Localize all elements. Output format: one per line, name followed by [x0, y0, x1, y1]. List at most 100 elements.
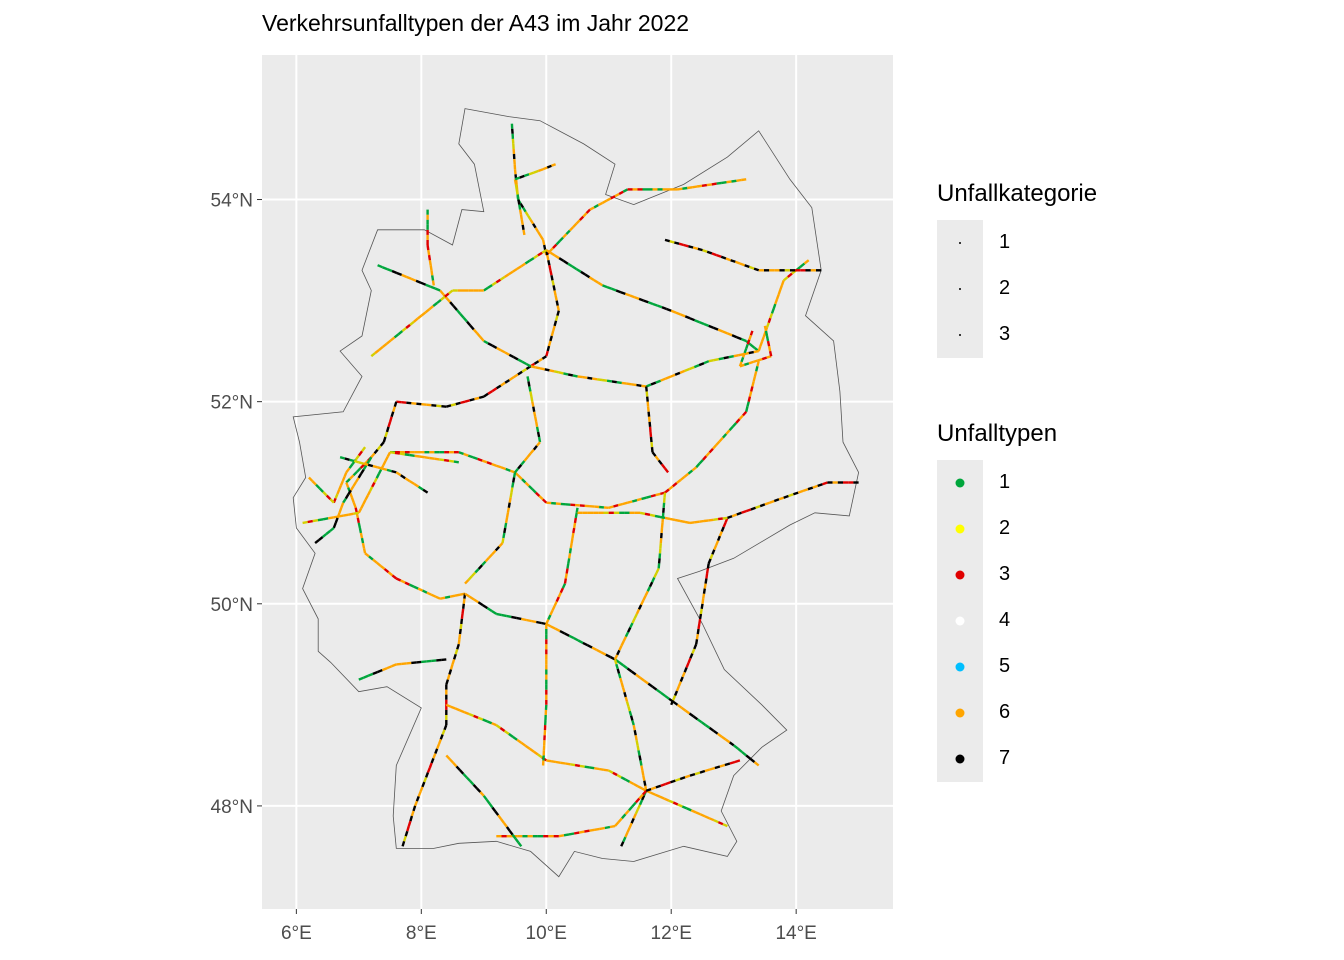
accident-segment	[343, 513, 349, 517]
accident-segment	[472, 456, 478, 461]
legend-item: 1	[937, 460, 1010, 506]
accident-segment	[339, 480, 344, 486]
accident-segment	[615, 289, 622, 294]
accident-segment	[620, 291, 626, 296]
accident-segment	[344, 493, 350, 500]
accident-segment	[645, 495, 652, 499]
accident-segment	[713, 819, 719, 824]
accident-segment	[683, 667, 688, 673]
accident-segment	[599, 826, 606, 831]
accident-segment	[649, 436, 653, 443]
accident-segment	[692, 715, 699, 721]
accident-segment	[736, 511, 742, 516]
accident-segment	[505, 826, 511, 832]
accident-segment	[358, 676, 364, 681]
accident-segment	[348, 463, 354, 469]
accident-segment	[430, 593, 437, 598]
accident-road	[738, 325, 773, 368]
accident-segment	[683, 243, 689, 248]
legend-item: 4	[937, 598, 1010, 644]
accident-segment	[693, 643, 698, 650]
accident-segment	[695, 639, 699, 645]
accident-segment	[700, 721, 707, 727]
accident-segment	[660, 463, 666, 470]
accident-segment	[474, 568, 480, 574]
accident-segment	[699, 769, 706, 774]
accident-segment	[526, 376, 530, 382]
accident-segment	[671, 695, 677, 701]
accident-segment	[636, 497, 642, 502]
accident-segment	[464, 399, 471, 403]
accident-segment	[728, 355, 734, 359]
accident-segment	[551, 280, 555, 286]
accident-segment	[499, 727, 506, 732]
accident-segment	[670, 309, 677, 314]
accident-segment	[349, 458, 355, 463]
accident-segment	[616, 773, 622, 779]
accident-segment	[473, 714, 479, 719]
accident-segment	[516, 738, 522, 744]
accident-segment	[651, 451, 657, 457]
accident-segment	[677, 187, 683, 191]
accident-segment	[318, 487, 324, 493]
accident-segment	[452, 761, 458, 768]
accident-segment	[538, 168, 544, 173]
y-tick-label: 50°N	[211, 595, 253, 616]
accident-segment	[341, 476, 346, 482]
accident-segment	[777, 289, 782, 295]
accident-segment	[598, 767, 605, 771]
accident-segment	[482, 718, 488, 723]
accident-segment	[578, 830, 585, 834]
accident-segment	[705, 573, 709, 579]
accident-segment	[367, 456, 373, 463]
accident-segment	[459, 313, 465, 319]
accident-road	[541, 507, 579, 766]
accident-segment	[517, 358, 523, 363]
accident-segment	[541, 498, 548, 504]
accident-segment	[367, 463, 374, 468]
accident-segment	[551, 605, 556, 612]
accident-segment	[708, 518, 714, 522]
accident-segment	[638, 297, 645, 302]
accident-segment	[748, 391, 753, 397]
accident-segment	[699, 519, 705, 523]
accident-segment	[688, 245, 694, 249]
accident-segment	[491, 344, 498, 349]
accident-segment	[423, 776, 428, 783]
y-tick-label: 54°N	[211, 191, 253, 212]
accident-segment	[506, 614, 512, 619]
legend-key-dot	[955, 754, 965, 764]
accident-segment	[372, 670, 379, 676]
accident-segment	[763, 325, 768, 332]
accident-segment	[507, 502, 511, 509]
accident-segment	[740, 356, 745, 363]
accident-segment	[822, 481, 828, 486]
x-tick-label: 6°E	[281, 923, 312, 944]
accident-segment	[338, 507, 343, 514]
accident-segment	[706, 250, 713, 255]
accident-segment	[524, 744, 531, 750]
accident-segment	[426, 591, 432, 596]
accident-road	[302, 451, 459, 525]
accident-segment	[532, 445, 538, 451]
accident-segment	[455, 309, 462, 315]
accident-segment	[314, 539, 320, 545]
accident-segment	[722, 516, 728, 520]
accident-segment	[364, 552, 370, 558]
accident-segment	[426, 244, 430, 251]
accident-segment	[487, 342, 493, 347]
accident-segment	[698, 362, 705, 367]
accident-segment	[648, 581, 654, 588]
accident-segment	[500, 818, 505, 824]
accident-segment	[381, 667, 388, 672]
accident-segment	[387, 571, 394, 577]
accident-segment	[528, 747, 535, 753]
accident-road	[664, 238, 822, 272]
accident-segment	[353, 511, 360, 515]
accident-segment	[517, 464, 523, 470]
accident-segment	[541, 249, 547, 254]
accident-segment	[501, 537, 505, 544]
accident-segment	[468, 712, 475, 718]
accident-segment	[434, 287, 441, 292]
accident-segment	[718, 357, 724, 361]
